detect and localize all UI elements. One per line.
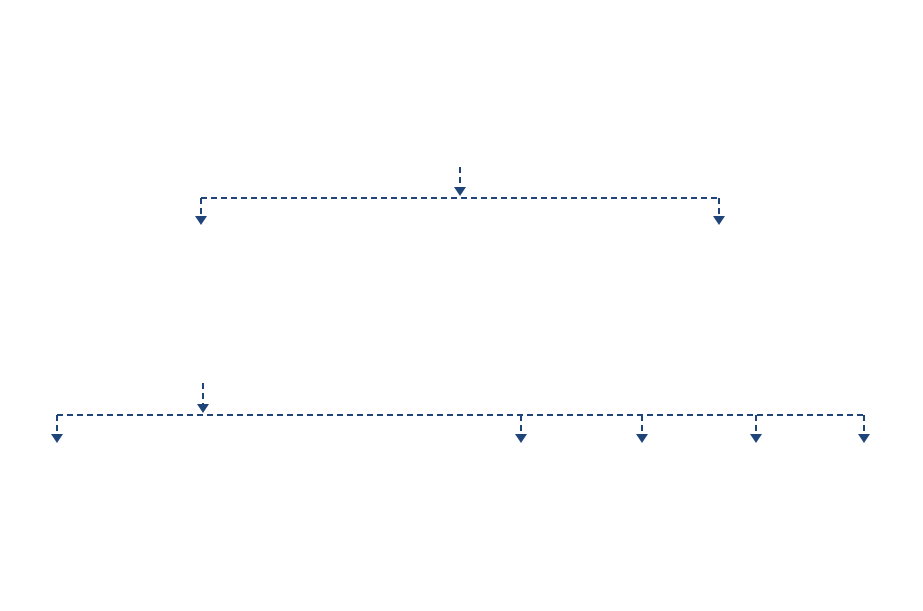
lower-branch-child-arrow-icon <box>858 434 870 443</box>
lower-branch-child-arrow-icon <box>515 434 527 443</box>
lower-branch-parent-arrow-icon <box>197 404 209 413</box>
lower-branch-child-arrow-icon <box>750 434 762 443</box>
upper-branch-child-arrow-icon <box>195 216 207 225</box>
upper-branch-parent-arrow-icon <box>454 187 466 196</box>
upper-branch-child-arrow-icon <box>713 216 725 225</box>
lower-branch-child-arrow-icon <box>51 434 63 443</box>
lower-branch-child-arrow-icon <box>636 434 648 443</box>
